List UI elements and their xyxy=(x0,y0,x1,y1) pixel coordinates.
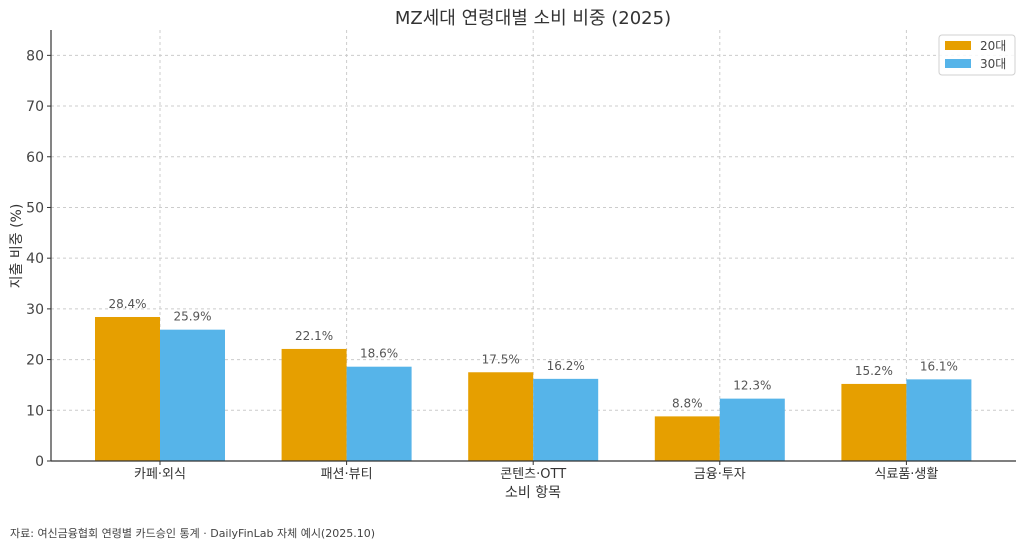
bar-30s xyxy=(533,378,599,461)
bar-30s xyxy=(906,379,972,461)
bar-value-label: 17.5% xyxy=(482,352,520,366)
bar-value-label: 15.2% xyxy=(855,364,893,378)
chart-title: MZ세대 연령대별 소비 비중 (2025) xyxy=(395,8,671,29)
source-note: 자료: 여신금융협회 연령별 카드승인 통계 · DailyFinLab 자체 … xyxy=(10,527,376,540)
bars xyxy=(95,316,972,461)
x-tick-label: 콘텐츠·OTT xyxy=(500,467,566,482)
x-axis-label: 소비 항목 xyxy=(505,485,561,501)
legend: 20대 30대 xyxy=(938,34,1016,76)
y-tick-label: 60 xyxy=(26,150,44,166)
bar-value-labels: 28.4% 25.9% 22.1% 18.6% 17.5% 16.2% 8.8% 12.3% 1… xyxy=(108,297,958,410)
legend-swatch-20s xyxy=(945,41,971,50)
x-tick-label: 식료품·생활 xyxy=(874,467,938,482)
y-tick-label: 20 xyxy=(26,353,44,369)
bar-30s xyxy=(346,366,412,461)
y-tick-label: 80 xyxy=(26,48,44,64)
bar-value-label: 28.4% xyxy=(108,297,146,311)
bar-value-label: 12.3% xyxy=(733,379,771,393)
bar-value-label: 25.9% xyxy=(173,310,211,324)
x-tick-label: 금융·투자 xyxy=(694,467,746,482)
bar-20s xyxy=(654,416,720,461)
y-tick-label: 0 xyxy=(35,454,44,470)
axes: 0 10 20 30 40 50 60 70 80 카페·외식 패션·뷰티 콘텐츠·OTT 금융·투자 식… xyxy=(26,30,1016,482)
bar-20s xyxy=(95,316,160,461)
y-axis-label: 지출 비중 (%) xyxy=(9,204,25,289)
y-tick-label: 30 xyxy=(26,302,44,318)
bar-30s xyxy=(719,398,785,461)
bar-20s xyxy=(468,372,534,461)
grid xyxy=(51,30,1016,461)
y-tick-label: 50 xyxy=(26,200,44,216)
bar-value-label: 8.8% xyxy=(672,396,703,410)
bar-value-label: 18.6% xyxy=(360,347,398,361)
bar-20s xyxy=(281,348,347,461)
x-tick-label: 카페·외식 xyxy=(134,467,186,482)
bar-value-label: 16.1% xyxy=(920,359,958,373)
legend-swatch-30s xyxy=(945,59,971,68)
bar-value-label: 22.1% xyxy=(295,329,333,343)
bar-20s xyxy=(841,383,907,461)
y-tick-label: 40 xyxy=(26,251,44,267)
legend-label-30s: 30대 xyxy=(980,57,1006,71)
y-tick-label: 70 xyxy=(26,99,44,115)
x-tick-label: 패션·뷰티 xyxy=(321,467,373,482)
bar-30s xyxy=(160,329,225,461)
bar-value-label: 16.2% xyxy=(547,359,585,373)
y-tick-label: 10 xyxy=(26,403,44,419)
legend-label-20s: 20대 xyxy=(980,39,1006,53)
